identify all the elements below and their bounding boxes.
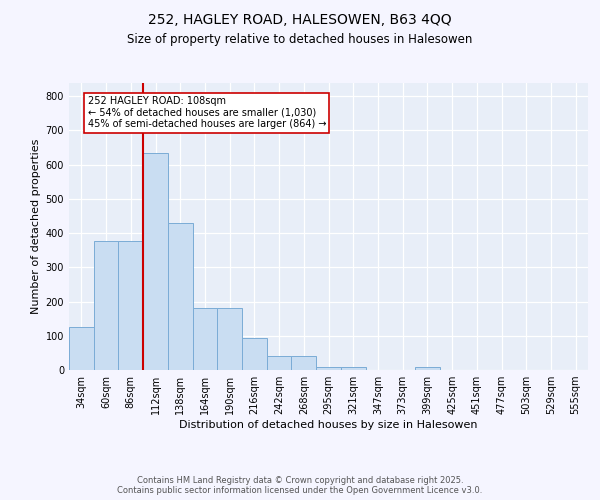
Text: 252 HAGLEY ROAD: 108sqm
← 54% of detached houses are smaller (1,030)
45% of semi: 252 HAGLEY ROAD: 108sqm ← 54% of detache… [88, 96, 326, 130]
Text: 252, HAGLEY ROAD, HALESOWEN, B63 4QQ: 252, HAGLEY ROAD, HALESOWEN, B63 4QQ [148, 12, 452, 26]
Bar [415, 368, 440, 370]
Bar [217, 308, 242, 370]
Bar [69, 327, 94, 370]
Bar [168, 223, 193, 370]
Bar [316, 366, 341, 370]
Y-axis label: Number of detached properties: Number of detached properties [31, 138, 41, 314]
X-axis label: Distribution of detached houses by size in Halesowen: Distribution of detached houses by size … [179, 420, 478, 430]
Bar [193, 308, 217, 370]
Bar [242, 338, 267, 370]
Bar [143, 152, 168, 370]
Text: Contains HM Land Registry data © Crown copyright and database right 2025.
Contai: Contains HM Land Registry data © Crown c… [118, 476, 482, 495]
Text: Size of property relative to detached houses in Halesowen: Size of property relative to detached ho… [127, 32, 473, 46]
Bar [118, 240, 143, 370]
Bar [292, 356, 316, 370]
Bar [267, 356, 292, 370]
Bar [341, 366, 365, 370]
Bar [94, 240, 118, 370]
